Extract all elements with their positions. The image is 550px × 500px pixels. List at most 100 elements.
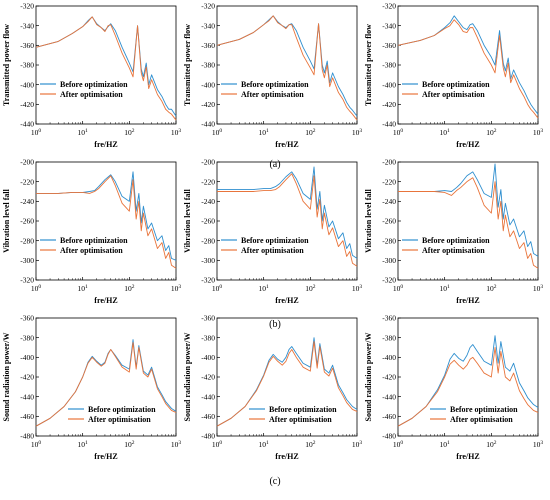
x-tick-label: 102 <box>486 440 497 449</box>
series-line-after <box>35 16 177 121</box>
x-tick-label: 102 <box>124 440 135 449</box>
series-line-after <box>216 15 358 121</box>
x-tick-label: 102 <box>486 284 497 293</box>
series-line-before <box>397 15 539 115</box>
y-tick-label: -320 <box>382 2 396 11</box>
y-tick-label: -320 <box>20 2 34 11</box>
y-tick-label: -300 <box>20 256 34 265</box>
series-line-after <box>216 341 358 427</box>
y-tick-label: -380 <box>382 333 396 342</box>
y-tick-label: -460 <box>201 412 215 421</box>
y-tick-label: -400 <box>20 80 34 89</box>
y-tick-label: -440 <box>201 392 215 401</box>
series-line-before <box>398 163 539 257</box>
plot-frame <box>216 5 358 125</box>
x-tick-label: 101 <box>259 128 270 137</box>
x-tick-label: 102 <box>124 128 135 137</box>
x-tick-label: 102 <box>305 128 316 137</box>
x-tick-label: 100 <box>31 284 42 293</box>
x-tick-label: 102 <box>305 440 316 449</box>
x-tick-label: 101 <box>259 284 270 293</box>
legend-entry-before: Before optimization <box>422 236 490 245</box>
series-line-after <box>397 19 539 119</box>
y-tick-label: -360 <box>201 314 215 323</box>
y-tick-label: -200 <box>382 158 396 167</box>
y-axis-label: Vibration level fall <box>2 188 11 252</box>
x-tick-label: 103 <box>352 284 363 293</box>
legend-entry-after: After optimisation <box>60 246 123 255</box>
y-tick-label: -260 <box>201 217 215 226</box>
y-tick-label: -340 <box>382 21 396 30</box>
x-tick-label: 103 <box>533 284 544 293</box>
x-tick-label: 103 <box>352 440 363 449</box>
x-axis-label: fre/HZ <box>456 296 479 305</box>
y-tick-label: -400 <box>201 80 215 89</box>
y-tick-label: -440 <box>382 392 396 401</box>
plot-frame <box>216 161 358 281</box>
y-tick-label: -440 <box>382 120 396 129</box>
y-tick-label: -220 <box>201 177 215 186</box>
y-tick-label: -320 <box>201 276 215 285</box>
y-tick-label: -340 <box>201 21 215 30</box>
row-caption: (b) <box>269 319 281 330</box>
y-tick-label: -400 <box>201 353 215 362</box>
x-axis-label: fre/HZ <box>275 452 298 461</box>
y-tick-label: -360 <box>382 314 396 323</box>
x-tick-label: 101 <box>78 440 89 449</box>
y-axis-label: Sound radiation power/W <box>183 333 192 422</box>
y-tick-label: -380 <box>201 61 215 70</box>
series-line-before <box>216 15 358 117</box>
y-axis-label: Transmitted power flow <box>2 24 11 106</box>
y-axis-label: Transmitted power flow <box>183 24 192 106</box>
legend-entry-after: After optimisation <box>241 90 304 99</box>
x-tick-label: 101 <box>78 128 89 137</box>
y-tick-label: -320 <box>201 2 215 11</box>
legend-entry-before: Before optimization <box>60 236 128 245</box>
y-tick-label: -420 <box>201 100 215 109</box>
y-tick-label: -260 <box>382 217 396 226</box>
x-tick-label: 101 <box>440 128 451 137</box>
x-tick-label: 100 <box>31 128 42 137</box>
y-tick-label: -480 <box>382 432 396 441</box>
series-line-before <box>397 335 539 427</box>
y-tick-label: -480 <box>201 432 215 441</box>
y-axis-label: Transmitted power flow <box>364 24 373 106</box>
x-axis-label: fre/HZ <box>94 296 117 305</box>
y-tick-label: -420 <box>382 100 396 109</box>
legend-entry-before: Before optimization <box>241 236 309 245</box>
x-tick-label: 103 <box>533 440 544 449</box>
legend-entry-after: After optimisation <box>269 415 332 424</box>
legend-entry-after: After optimisation <box>422 90 485 99</box>
plot-frame <box>397 161 539 281</box>
legend-entry-before: Before optimization <box>60 80 128 89</box>
x-axis-label: fre/HZ <box>94 452 117 461</box>
x-tick-label: 103 <box>171 284 182 293</box>
y-tick-label: -220 <box>20 177 34 186</box>
x-tick-label: 103 <box>533 128 544 137</box>
x-tick-label: 100 <box>212 440 223 449</box>
y-tick-label: -380 <box>382 61 396 70</box>
x-tick-label: 102 <box>305 284 316 293</box>
plot-frame <box>397 5 539 125</box>
series-line-before <box>217 166 358 259</box>
y-tick-label: -240 <box>201 197 215 206</box>
plot-frame <box>35 5 177 125</box>
x-tick-label: 100 <box>393 128 404 137</box>
y-tick-label: -200 <box>20 158 34 167</box>
y-tick-label: -380 <box>20 333 34 342</box>
y-tick-label: -340 <box>20 21 34 30</box>
y-tick-label: -420 <box>20 373 34 382</box>
y-tick-label: -400 <box>382 80 396 89</box>
x-axis-label: fre/HZ <box>94 140 117 149</box>
y-tick-label: -300 <box>382 256 396 265</box>
x-tick-label: 100 <box>212 284 223 293</box>
series-line-after <box>217 173 358 267</box>
x-axis-label: fre/HZ <box>456 452 479 461</box>
